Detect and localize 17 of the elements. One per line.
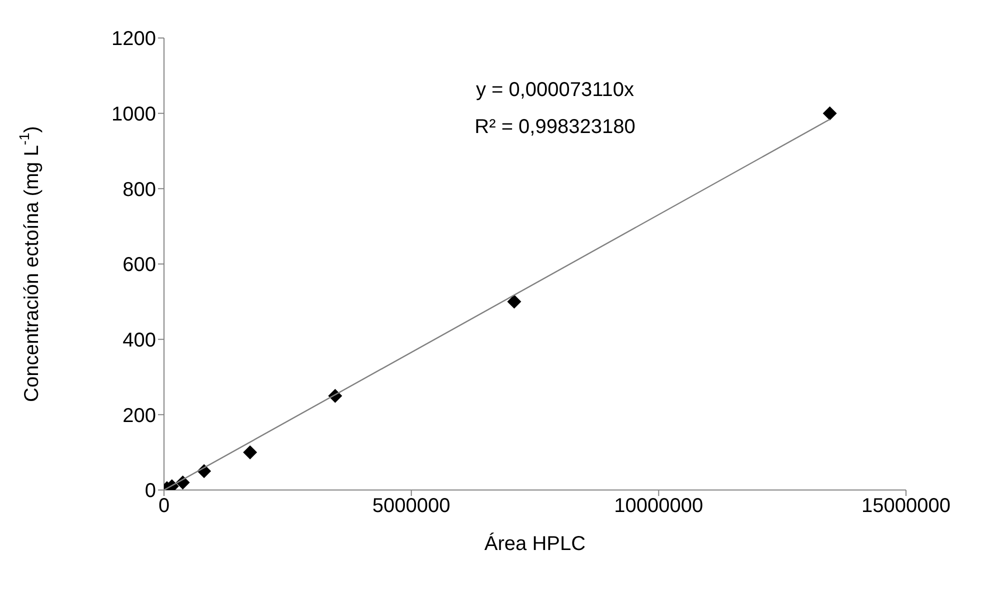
x-tick-label: 10000000 xyxy=(614,495,704,518)
y-tick-label: 200 xyxy=(122,404,156,427)
y-tick-label: 1000 xyxy=(112,103,156,126)
x-tick-label: 5000000 xyxy=(372,495,450,518)
y-tick-label: 400 xyxy=(122,329,156,352)
point xyxy=(822,106,837,120)
point xyxy=(243,445,258,460)
x-tick-label: 0 xyxy=(158,495,170,518)
y-tick-label: 1200 xyxy=(112,28,156,50)
x-tick-label: 15000000 xyxy=(862,495,950,518)
x-axis-title: Área HPLC xyxy=(484,532,586,555)
annotation: y = 0,000073110x xyxy=(476,79,634,101)
point xyxy=(507,294,522,309)
y-tick-label: 600 xyxy=(122,254,156,276)
y-tick-label: 0 xyxy=(144,480,156,502)
annotation: R² = 0,998323180 xyxy=(474,116,636,138)
y-tick-label: 800 xyxy=(122,178,156,201)
